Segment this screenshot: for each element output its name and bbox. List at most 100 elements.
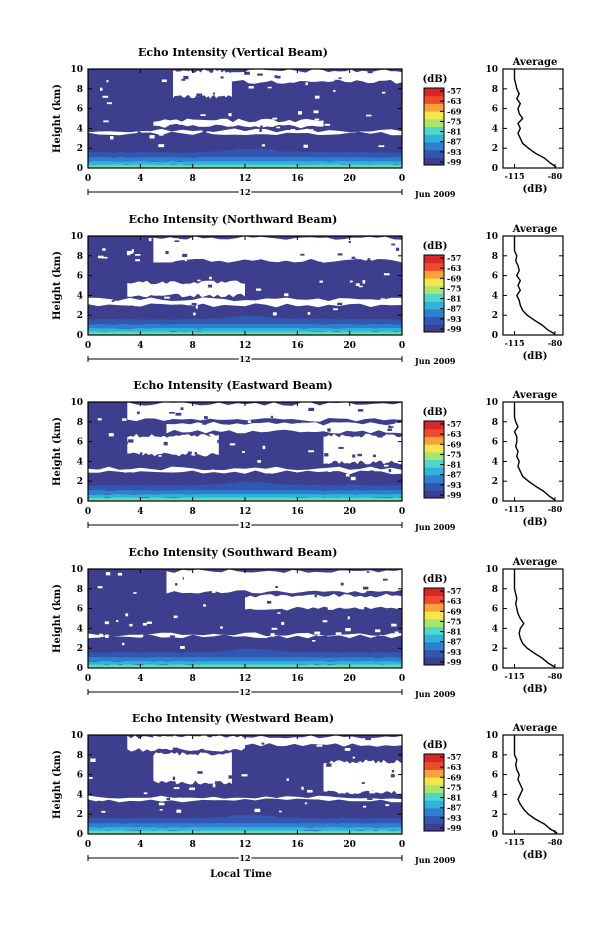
speckle bbox=[277, 114, 281, 118]
colorbar-swatch bbox=[424, 482, 444, 491]
speckle bbox=[353, 137, 358, 141]
speckle bbox=[352, 454, 356, 458]
echo-layer bbox=[88, 653, 402, 662]
colorbar-swatch bbox=[424, 611, 444, 620]
colorbar-tick-label: -57 bbox=[447, 419, 461, 429]
speckle bbox=[158, 144, 165, 148]
speckle bbox=[168, 108, 174, 112]
speckle bbox=[308, 450, 315, 453]
colorbar-tick-label: -99 bbox=[447, 490, 462, 500]
average-profile-line bbox=[513, 735, 558, 834]
speckle bbox=[373, 454, 376, 458]
speckle bbox=[335, 422, 341, 425]
speckle bbox=[251, 622, 254, 626]
speckle bbox=[321, 754, 327, 757]
speckle bbox=[93, 587, 96, 590]
speckle bbox=[369, 791, 376, 794]
speckle bbox=[197, 771, 203, 774]
speckle bbox=[97, 586, 103, 589]
speckle bbox=[356, 131, 360, 133]
speckle bbox=[174, 240, 180, 242]
speckle bbox=[257, 788, 262, 792]
speckle bbox=[202, 422, 207, 425]
average-x-tick-label: -115 bbox=[505, 504, 525, 514]
y-tick-label: 8 bbox=[77, 585, 83, 595]
average-title: Average bbox=[512, 557, 558, 568]
average-x-label: (dB) bbox=[523, 517, 548, 528]
average-y-tick-label: 10 bbox=[485, 398, 498, 408]
colorbar-tick-label: -63 bbox=[447, 762, 462, 772]
speckle bbox=[348, 240, 352, 243]
average-frame bbox=[502, 401, 564, 502]
x-tick-label: 0 bbox=[85, 174, 91, 184]
speckle bbox=[110, 779, 113, 784]
speckle bbox=[180, 407, 184, 411]
colorbar-frame bbox=[423, 753, 445, 832]
x-tick-label: 8 bbox=[190, 341, 196, 351]
speckle bbox=[116, 620, 119, 622]
speckle bbox=[128, 439, 134, 443]
speckle bbox=[273, 282, 277, 285]
clear-region bbox=[127, 402, 403, 422]
x-tick-label: 8 bbox=[190, 174, 196, 184]
x-tick-label: 0 bbox=[399, 341, 405, 351]
speckle bbox=[128, 427, 134, 430]
colorbar-tick-label: -99 bbox=[447, 157, 462, 167]
speckle bbox=[259, 128, 262, 132]
colorbar-swatch bbox=[424, 324, 444, 333]
speckle bbox=[327, 292, 332, 296]
average-x-label: (dB) bbox=[523, 351, 548, 362]
colorbar-tick-label: -81 bbox=[447, 294, 461, 304]
colorbar-swatch bbox=[424, 649, 444, 658]
colorbar-swatch bbox=[424, 815, 444, 824]
speckle bbox=[391, 770, 395, 773]
speckle bbox=[277, 612, 281, 614]
speckle bbox=[196, 93, 203, 97]
speckle bbox=[385, 804, 390, 807]
speckle bbox=[351, 256, 356, 259]
speckle bbox=[129, 472, 135, 475]
speckle bbox=[219, 749, 225, 752]
speckle bbox=[210, 248, 214, 251]
speckle bbox=[175, 412, 182, 416]
speckle bbox=[249, 404, 253, 408]
speckle bbox=[301, 786, 304, 790]
speckle bbox=[296, 86, 300, 90]
average-y-tick-label: 8 bbox=[492, 418, 498, 428]
y-tick-label: 4 bbox=[77, 624, 83, 634]
speckle bbox=[285, 413, 292, 416]
speckle bbox=[317, 286, 323, 289]
speckle bbox=[304, 770, 309, 774]
speckle bbox=[139, 72, 144, 75]
speckle bbox=[391, 623, 397, 627]
speckle bbox=[211, 751, 216, 754]
speckle bbox=[254, 808, 261, 813]
y-tick-label: 0 bbox=[77, 830, 83, 840]
colorbar-tick-label: -75 bbox=[447, 449, 461, 459]
speckle bbox=[305, 784, 310, 786]
speckle bbox=[163, 441, 168, 446]
speckle bbox=[169, 412, 175, 414]
speckle bbox=[202, 130, 207, 134]
average-y-tick-label: 0 bbox=[492, 664, 498, 674]
average-y-tick-label: 2 bbox=[492, 477, 498, 487]
speckle bbox=[367, 798, 373, 800]
speckle bbox=[145, 795, 150, 798]
y-tick-label: 10 bbox=[70, 65, 83, 75]
speckle bbox=[89, 456, 93, 460]
panel-3: Echo Intensity (Southward Beam) 0 2 4 6 8 10 0 4… bbox=[52, 546, 564, 699]
speckle bbox=[203, 604, 206, 607]
y-axis-label: Height (km) bbox=[52, 417, 63, 486]
average-x-tick-label: -115 bbox=[505, 171, 525, 181]
average-frame bbox=[502, 68, 564, 169]
date-day: 12 bbox=[239, 187, 250, 197]
echo-layer bbox=[88, 315, 402, 325]
speckle bbox=[341, 766, 344, 768]
colorbar-swatch bbox=[424, 285, 444, 294]
speckle bbox=[345, 473, 350, 477]
speckle bbox=[320, 627, 326, 631]
speckle bbox=[311, 272, 315, 276]
speckle bbox=[130, 95, 137, 99]
average-y-tick-label: 4 bbox=[492, 790, 498, 800]
speckle bbox=[288, 82, 293, 87]
